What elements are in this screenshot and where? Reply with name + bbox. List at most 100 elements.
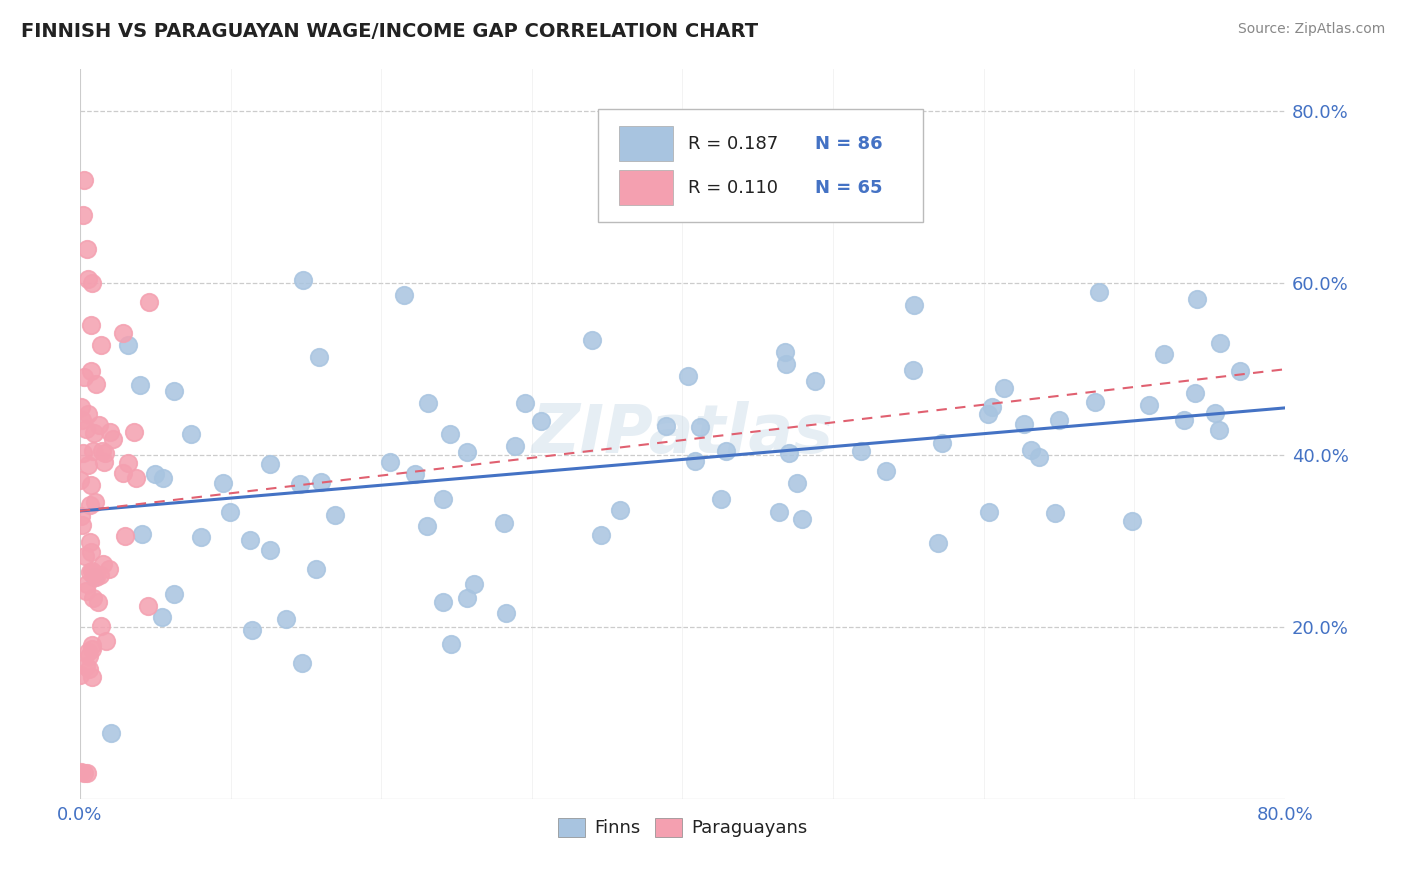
Point xyxy=(101,432,124,446)
Point xyxy=(1153,346,1175,360)
Point xyxy=(977,407,1000,421)
Point xyxy=(378,455,401,469)
Point xyxy=(77,272,100,286)
Point xyxy=(69,474,91,488)
Point xyxy=(100,726,122,740)
Point xyxy=(82,591,104,606)
Point xyxy=(1028,450,1050,464)
Point xyxy=(83,570,105,584)
Point xyxy=(80,478,103,492)
Point xyxy=(239,533,262,547)
Point xyxy=(76,766,98,780)
Point xyxy=(112,326,135,341)
FancyBboxPatch shape xyxy=(619,170,673,205)
Point xyxy=(931,436,953,450)
Legend: Finns, Paraguayans: Finns, Paraguayans xyxy=(551,811,814,845)
Text: N = 86: N = 86 xyxy=(815,135,883,153)
Point xyxy=(138,294,160,309)
Text: Source: ZipAtlas.com: Source: ZipAtlas.com xyxy=(1237,22,1385,37)
Point xyxy=(276,612,298,626)
Point xyxy=(211,475,233,490)
Point xyxy=(714,443,737,458)
Point xyxy=(84,570,107,584)
Point xyxy=(70,400,93,414)
Point xyxy=(73,173,96,187)
Point xyxy=(418,395,440,409)
Point xyxy=(1019,442,1042,457)
Point xyxy=(76,242,98,256)
Point xyxy=(73,549,96,563)
Point xyxy=(849,443,872,458)
Point xyxy=(72,208,94,222)
Point xyxy=(308,351,330,365)
Point xyxy=(259,543,281,558)
Point xyxy=(75,422,97,436)
Point xyxy=(136,599,159,614)
Point xyxy=(530,414,553,428)
Point xyxy=(927,536,949,550)
Point xyxy=(69,668,91,682)
Point xyxy=(218,505,240,519)
Point xyxy=(80,277,103,291)
Point xyxy=(77,662,100,676)
Point xyxy=(96,634,118,648)
Point xyxy=(129,378,152,392)
Point xyxy=(790,512,813,526)
Point xyxy=(689,420,711,434)
Point xyxy=(416,518,439,533)
Point xyxy=(70,764,93,779)
Point xyxy=(676,368,699,383)
Point xyxy=(70,509,93,524)
Point xyxy=(143,467,166,481)
Point xyxy=(1043,506,1066,520)
Point xyxy=(91,557,114,571)
Point xyxy=(86,376,108,391)
Point xyxy=(1187,292,1209,306)
Text: ZIPatlas: ZIPatlas xyxy=(531,401,834,467)
Point xyxy=(79,534,101,549)
Point xyxy=(1208,423,1230,437)
Point xyxy=(163,384,186,398)
Point xyxy=(125,471,148,485)
Point xyxy=(1184,386,1206,401)
Point xyxy=(75,584,97,599)
Point xyxy=(117,338,139,352)
Point xyxy=(80,669,103,683)
Point xyxy=(513,396,536,410)
Point xyxy=(290,656,312,670)
Point xyxy=(77,645,100,659)
Point xyxy=(79,499,101,513)
Point xyxy=(323,508,346,522)
Point xyxy=(89,417,111,432)
Point xyxy=(111,466,134,480)
Point xyxy=(79,649,101,664)
Point xyxy=(117,456,139,470)
Point xyxy=(1137,398,1160,412)
Point xyxy=(503,438,526,452)
Point xyxy=(150,610,173,624)
Point xyxy=(654,419,676,434)
Point xyxy=(72,517,94,532)
Point xyxy=(901,363,924,377)
Point xyxy=(683,453,706,467)
Point xyxy=(82,638,104,652)
Point xyxy=(80,364,103,378)
Point xyxy=(786,476,808,491)
Point xyxy=(875,465,897,479)
Point xyxy=(89,567,111,582)
Point xyxy=(240,623,263,637)
Point xyxy=(76,577,98,591)
Point xyxy=(1229,364,1251,378)
FancyBboxPatch shape xyxy=(598,109,924,222)
Point xyxy=(73,369,96,384)
Point xyxy=(309,475,332,489)
Point xyxy=(778,446,800,460)
Point xyxy=(152,471,174,485)
Point xyxy=(981,400,1004,414)
Point xyxy=(1209,335,1232,350)
Point xyxy=(94,446,117,460)
Point xyxy=(93,455,115,469)
Point xyxy=(292,273,315,287)
Text: R = 0.110: R = 0.110 xyxy=(689,178,779,196)
Point xyxy=(1047,413,1070,427)
